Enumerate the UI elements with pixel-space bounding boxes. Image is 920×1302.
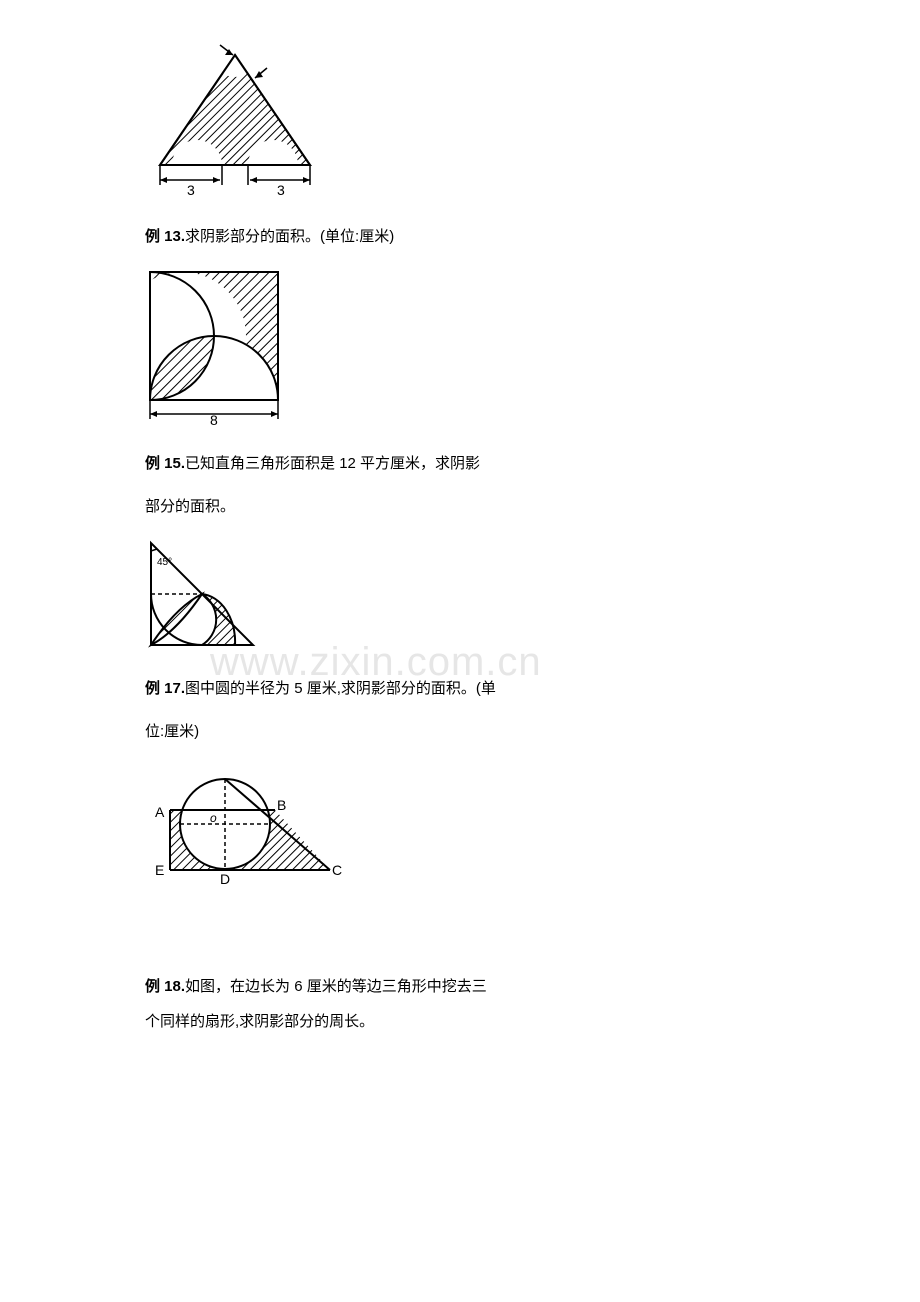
dim-label-3-right: 3	[277, 182, 285, 198]
problem-15-body1: 已知直角三角形面积是 12 平方厘米，求阴影	[185, 455, 480, 472]
label-O: o	[210, 811, 217, 825]
figure-square-semicircles: 8	[145, 267, 775, 427]
problem-13-label: 例 13.	[145, 228, 185, 245]
document-content: 3 3 例 13.求阴影部分的面积。(单位:厘米)	[145, 40, 775, 1038]
problem-18-line2: 个同样的扇形,求阴影部分的周长。	[145, 1005, 775, 1038]
problem-18-label: 例 18.	[145, 978, 185, 995]
label-B: B	[277, 797, 286, 813]
label-C: C	[332, 862, 342, 878]
problem-13-text: 例 13.求阴影部分的面积。(单位:厘米)	[145, 220, 775, 253]
problem-17-line2: 位:厘米)	[145, 715, 775, 748]
problem-17-body1: 图中圆的半径为 5 厘米,求阴影部分的面积。(单	[185, 680, 496, 697]
problem-17-label: 例 17.	[145, 680, 185, 697]
problem-15-line1: 例 15.已知直角三角形面积是 12 平方厘米，求阴影	[145, 447, 775, 480]
problem-15-line2: 部分的面积。	[145, 490, 775, 523]
dim-label-3-left: 3	[187, 182, 195, 198]
figure-triangle-semicircles: 3 3	[145, 40, 775, 200]
label-D: D	[220, 871, 230, 887]
problem-15-label: 例 15.	[145, 455, 185, 472]
label-A: A	[155, 804, 165, 820]
label-E: E	[155, 862, 164, 878]
problem-18-line1: 例 18.如图，在边长为 6 厘米的等边三角形中挖去三	[145, 970, 775, 1003]
problem-17-line1: 例 17.图中圆的半径为 5 厘米,求阴影部分的面积。(单	[145, 672, 775, 705]
problem-18-body1: 如图，在边长为 6 厘米的等边三角形中挖去三	[185, 978, 487, 995]
problem-13-body: 求阴影部分的面积。(单位:厘米)	[185, 228, 394, 245]
angle-45-label: 45°	[157, 557, 172, 568]
dim-label-8: 8	[210, 412, 218, 427]
figure-right-triangle-arcs: 45°	[145, 537, 775, 652]
figure-circle-trapezoid: A B C D E o	[145, 762, 775, 892]
